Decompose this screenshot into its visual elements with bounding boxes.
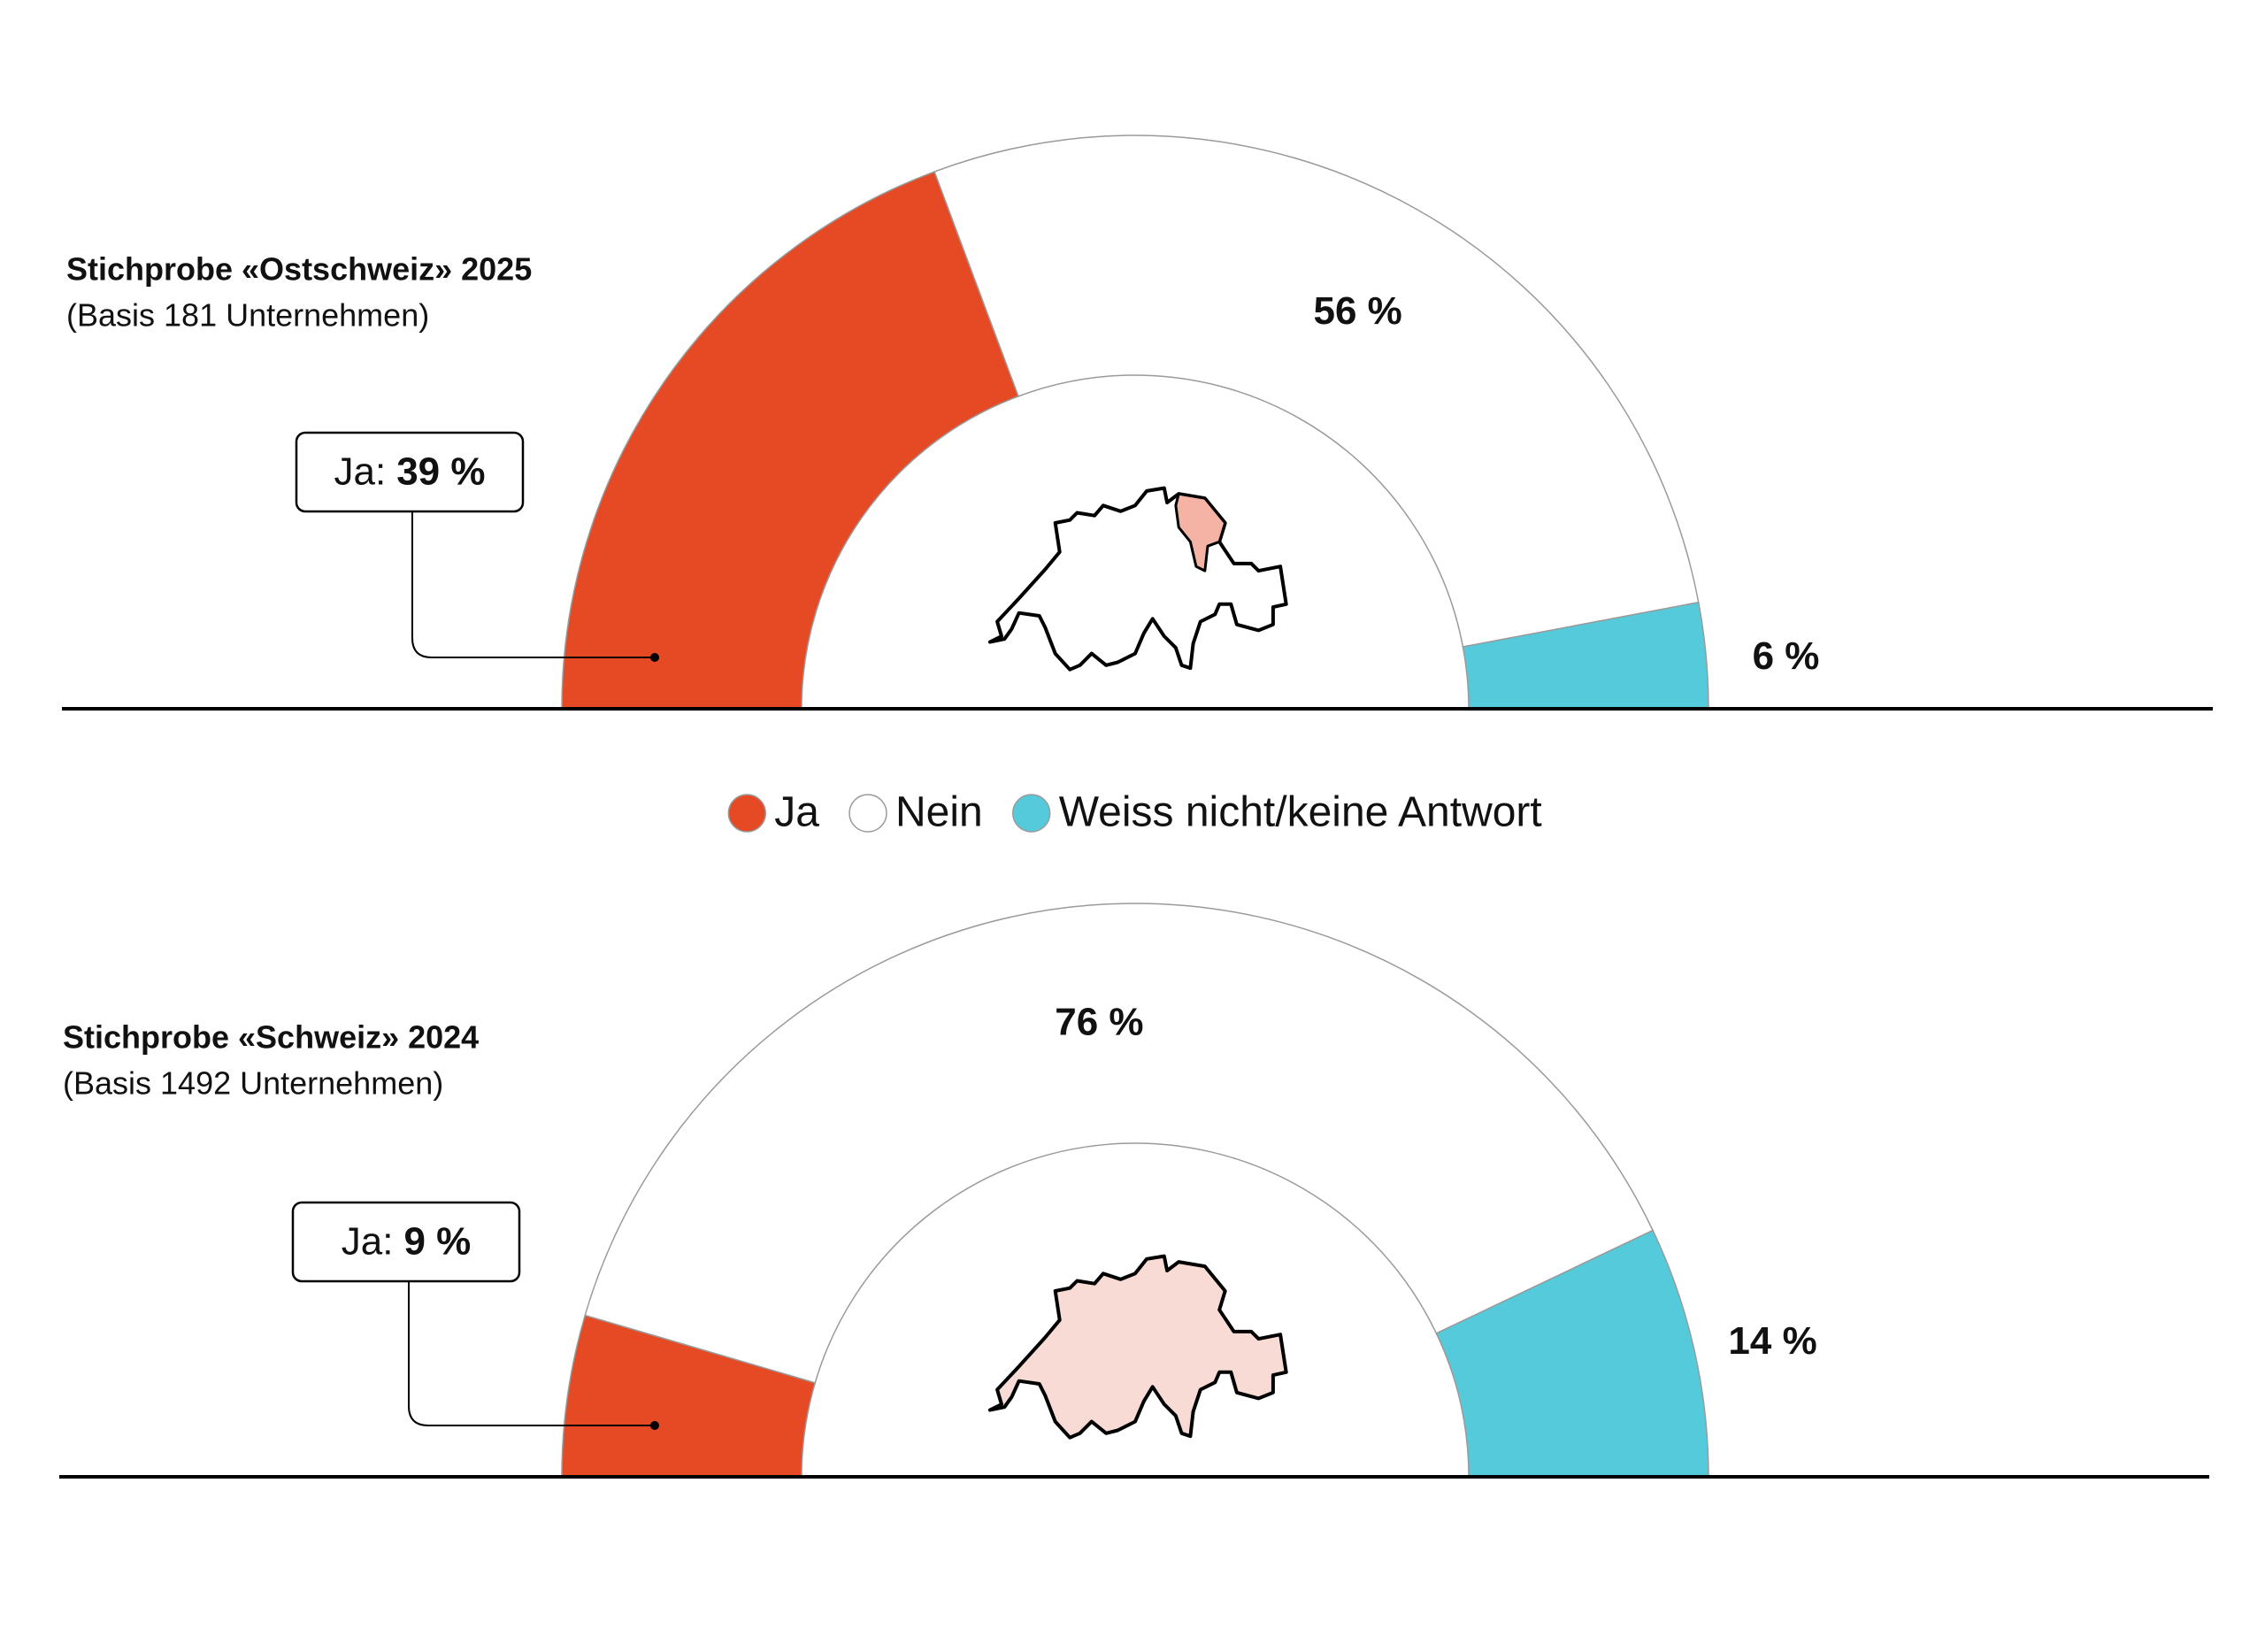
legend-swatch [848, 794, 887, 833]
chart-title: Stichprobe «Ostschweiz» 2025 [66, 251, 532, 288]
callout-label: Ja: [342, 1219, 394, 1263]
segment [584, 903, 1655, 1384]
callout-box [295, 431, 525, 513]
segment [561, 171, 1019, 710]
callout-leader [411, 511, 655, 658]
chart-subtitle: (Basis 181 Unternehmen) [66, 297, 429, 334]
legend-label: Weiss nicht/keine Antwort [1059, 789, 1542, 836]
value-label: 14 % [1728, 1319, 1816, 1363]
segment [933, 134, 1700, 648]
callout-leader [408, 1281, 655, 1426]
legend-label: Ja [774, 789, 819, 836]
map-highlight [1174, 492, 1227, 572]
callout-label: Ja: [334, 449, 387, 493]
legend-swatch [1011, 794, 1051, 833]
legend-label: Nein [895, 789, 983, 836]
chart-title: Stichprobe «Schweiz» 2024 [63, 1019, 479, 1056]
callout-text: Ja: 9 % [342, 1219, 472, 1263]
callout-value: 9 % [403, 1219, 471, 1263]
callout-dot [650, 1421, 659, 1430]
value-label: 56 % [1313, 289, 1401, 333]
value-label: 6 % [1753, 634, 1820, 678]
legend: Ja Nein Weiss nicht/keine Antwort [727, 789, 1542, 836]
chart-subtitle: (Basis 1492 Unternehmen) [63, 1065, 443, 1102]
callout-box [291, 1201, 521, 1283]
callout-value: 39 % [396, 449, 485, 493]
map-switzerland [987, 1254, 1288, 1440]
legend-swatch [727, 794, 767, 833]
callout-dot [650, 653, 659, 662]
value-label: 76 % [1055, 1001, 1143, 1044]
callout-text: Ja: 39 % [334, 449, 486, 493]
